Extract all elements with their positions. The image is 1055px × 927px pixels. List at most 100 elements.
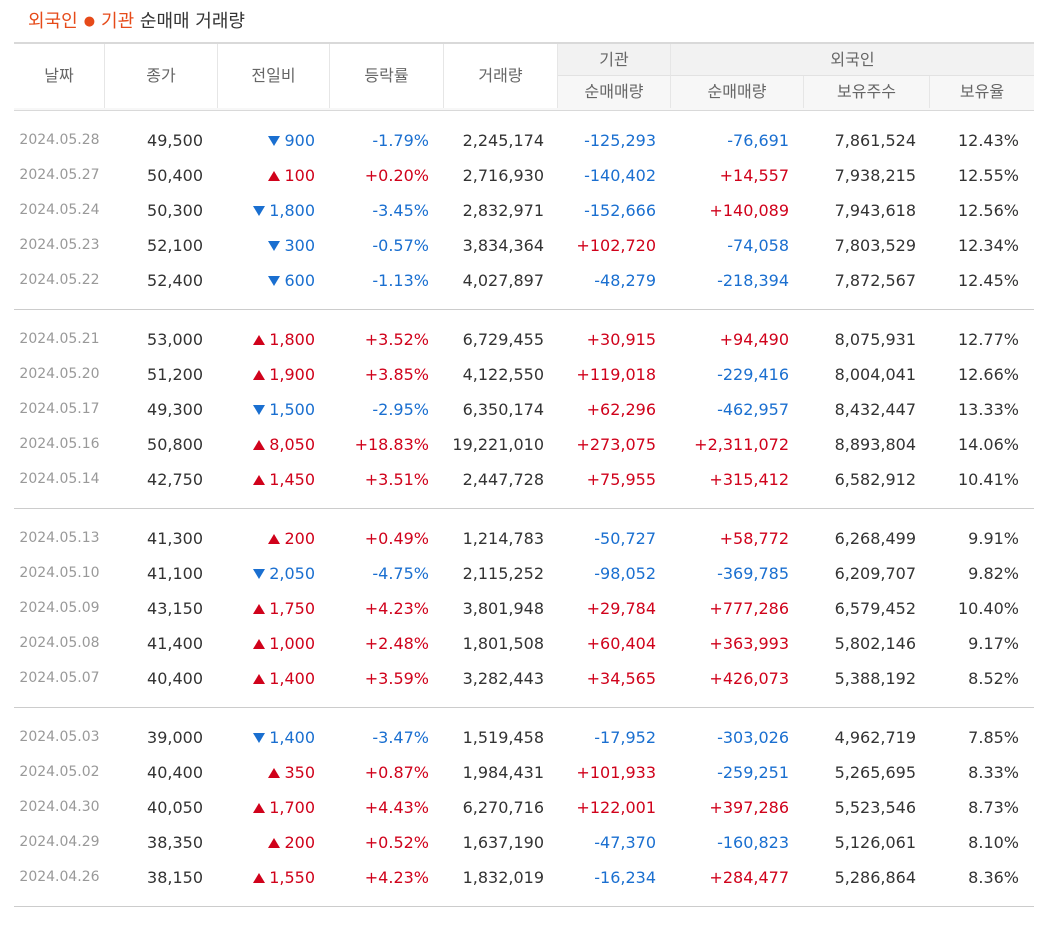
title-foreign: 외국인 bbox=[28, 11, 78, 32]
holdings-cell: 8,432,447 bbox=[834, 400, 916, 419]
ratio-cell: 12.55% bbox=[957, 166, 1019, 185]
close-cell: 49,300 bbox=[147, 400, 203, 419]
rate-cell: +0.20% bbox=[364, 166, 429, 185]
holdings-cell: 7,861,524 bbox=[834, 131, 916, 150]
triangle-down-icon bbox=[268, 275, 281, 286]
institution-net-cell: +101,933 bbox=[576, 763, 656, 782]
change-cell: 1,750 bbox=[218, 591, 315, 626]
triangle-up-icon bbox=[253, 638, 266, 649]
change-value: 2,050 bbox=[269, 564, 315, 583]
rate-cell: +4.23% bbox=[364, 599, 429, 618]
close-cell: 43,150 bbox=[147, 599, 203, 618]
triangle-up-icon bbox=[253, 872, 266, 883]
close-cell: 40,400 bbox=[147, 763, 203, 782]
holdings-cell: 7,938,215 bbox=[834, 166, 916, 185]
change-cell: 1,400 bbox=[218, 720, 315, 755]
close-cell: 50,400 bbox=[147, 166, 203, 185]
holdings-cell: 5,388,192 bbox=[834, 669, 916, 688]
foreign-net-cell: -369,785 bbox=[717, 564, 789, 583]
foreign-net-cell: -74,058 bbox=[727, 236, 789, 255]
change-value: 350 bbox=[284, 763, 315, 782]
table-row: 2024.05.03 39,000 1,400 -3.47% 1,519,458 -17,… bbox=[14, 720, 1034, 755]
table-row: 2024.05.27 50,400 100 +0.20% 2,716,930 -140,4… bbox=[14, 158, 1034, 193]
table-row: 2024.05.22 52,400 600 -1.13% 4,027,897 -48,27… bbox=[14, 263, 1034, 298]
holdings-cell: 6,209,707 bbox=[834, 564, 916, 583]
close-cell: 52,400 bbox=[147, 271, 203, 290]
section-title: 외국인 ● 기관 순매매 거래량 bbox=[28, 8, 245, 36]
close-cell: 50,800 bbox=[147, 435, 203, 454]
close-cell: 53,000 bbox=[147, 330, 203, 349]
triangle-up-icon bbox=[268, 837, 281, 848]
triangle-down-icon bbox=[253, 568, 266, 579]
close-cell: 39,000 bbox=[147, 728, 203, 747]
ratio-cell: 13.33% bbox=[957, 400, 1019, 419]
ratio-cell: 12.77% bbox=[957, 330, 1019, 349]
close-cell: 42,750 bbox=[147, 470, 203, 489]
change-value: 300 bbox=[284, 236, 315, 255]
triangle-up-icon bbox=[253, 603, 266, 614]
volume-cell: 3,282,443 bbox=[462, 669, 544, 688]
change-cell: 1,450 bbox=[218, 462, 315, 497]
title-institution: 기관 bbox=[101, 11, 135, 32]
foreign-net-cell: -259,251 bbox=[717, 763, 789, 782]
table-row: 2024.05.13 41,300 200 +0.49% 1,214,783 -50,72… bbox=[14, 521, 1034, 556]
institution-net-cell: -17,952 bbox=[594, 728, 656, 747]
holdings-cell: 4,962,719 bbox=[834, 728, 916, 747]
table-row: 2024.05.02 40,400 350 +0.87% 1,984,431 +101,9… bbox=[14, 755, 1034, 790]
header-foreign-ratio: 보유율 bbox=[929, 76, 1034, 108]
volume-cell: 2,716,930 bbox=[462, 166, 544, 185]
volume-cell: 3,834,364 bbox=[462, 236, 544, 255]
close-cell: 38,350 bbox=[147, 833, 203, 852]
triangle-up-icon bbox=[268, 533, 281, 544]
holdings-cell: 5,286,864 bbox=[834, 868, 916, 887]
close-cell: 49,500 bbox=[147, 131, 203, 150]
holdings-cell: 6,582,912 bbox=[834, 470, 916, 489]
foreign-net-cell: +426,073 bbox=[709, 669, 789, 688]
institution-net-cell: -50,727 bbox=[594, 529, 656, 548]
volume-cell: 6,350,174 bbox=[462, 400, 544, 419]
change-value: 600 bbox=[284, 271, 315, 290]
triangle-up-icon bbox=[253, 802, 266, 813]
date-cell: 2024.05.09 bbox=[19, 600, 100, 616]
volume-cell: 4,027,897 bbox=[462, 271, 544, 290]
volume-cell: 1,214,783 bbox=[462, 529, 544, 548]
holdings-cell: 7,803,529 bbox=[834, 236, 916, 255]
volume-cell: 2,447,728 bbox=[462, 470, 544, 489]
ratio-cell: 8.36% bbox=[968, 868, 1019, 887]
date-cell: 2024.05.22 bbox=[19, 272, 100, 288]
title-rest: 순매매 거래량 bbox=[139, 11, 245, 32]
foreign-net-cell: +58,772 bbox=[719, 529, 789, 548]
holdings-cell: 7,943,618 bbox=[834, 201, 916, 220]
date-cell: 2024.05.02 bbox=[19, 764, 100, 780]
change-cell: 1,800 bbox=[218, 193, 315, 228]
row-group: 2024.05.03 39,000 1,400 -3.47% 1,519,458 -17,… bbox=[14, 708, 1034, 907]
ratio-cell: 12.45% bbox=[957, 271, 1019, 290]
volume-cell: 1,637,190 bbox=[462, 833, 544, 852]
table-row: 2024.05.20 51,200 1,900 +3.85% 4,122,550 +119… bbox=[14, 357, 1034, 392]
volume-cell: 1,832,019 bbox=[462, 868, 544, 887]
institution-net-cell: +122,001 bbox=[576, 798, 656, 817]
volume-cell: 2,832,971 bbox=[462, 201, 544, 220]
change-value: 1,750 bbox=[269, 599, 315, 618]
institution-net-cell: +62,296 bbox=[586, 400, 656, 419]
rate-cell: -3.47% bbox=[372, 728, 429, 747]
institution-net-cell: -125,293 bbox=[584, 131, 656, 150]
foreign-net-cell: +397,286 bbox=[709, 798, 789, 817]
date-cell: 2024.05.14 bbox=[19, 471, 100, 487]
row-group: 2024.05.21 53,000 1,800 +3.52% 6,729,455 +30,… bbox=[14, 310, 1034, 509]
table-row: 2024.05.23 52,100 300 -0.57% 3,834,364 +102,7… bbox=[14, 228, 1034, 263]
date-cell: 2024.05.13 bbox=[19, 530, 100, 546]
foreign-net-cell: -462,957 bbox=[717, 400, 789, 419]
date-cell: 2024.05.28 bbox=[19, 132, 100, 148]
change-cell: 8,050 bbox=[218, 427, 315, 462]
change-cell: 600 bbox=[218, 263, 315, 298]
institution-net-cell: -98,052 bbox=[594, 564, 656, 583]
rate-cell: +3.85% bbox=[364, 365, 429, 384]
ratio-cell: 9.17% bbox=[968, 634, 1019, 653]
close-cell: 40,400 bbox=[147, 669, 203, 688]
ratio-cell: 8.73% bbox=[968, 798, 1019, 817]
table-row: 2024.04.30 40,050 1,700 +4.43% 6,270,716 +122… bbox=[14, 790, 1034, 825]
date-cell: 2024.05.07 bbox=[19, 670, 100, 686]
institution-net-cell: +30,915 bbox=[586, 330, 656, 349]
change-value: 100 bbox=[284, 166, 315, 185]
